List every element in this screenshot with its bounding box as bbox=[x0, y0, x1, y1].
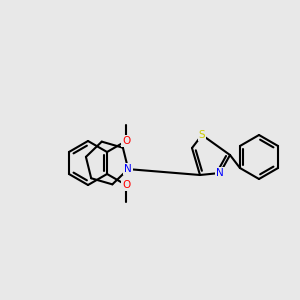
Text: N: N bbox=[216, 168, 224, 178]
Text: S: S bbox=[199, 130, 205, 140]
Text: O: O bbox=[122, 180, 130, 190]
Text: O: O bbox=[122, 136, 130, 146]
Text: S: S bbox=[199, 130, 205, 140]
Text: N: N bbox=[124, 164, 132, 174]
Text: N: N bbox=[216, 168, 224, 178]
Text: N: N bbox=[124, 164, 132, 174]
